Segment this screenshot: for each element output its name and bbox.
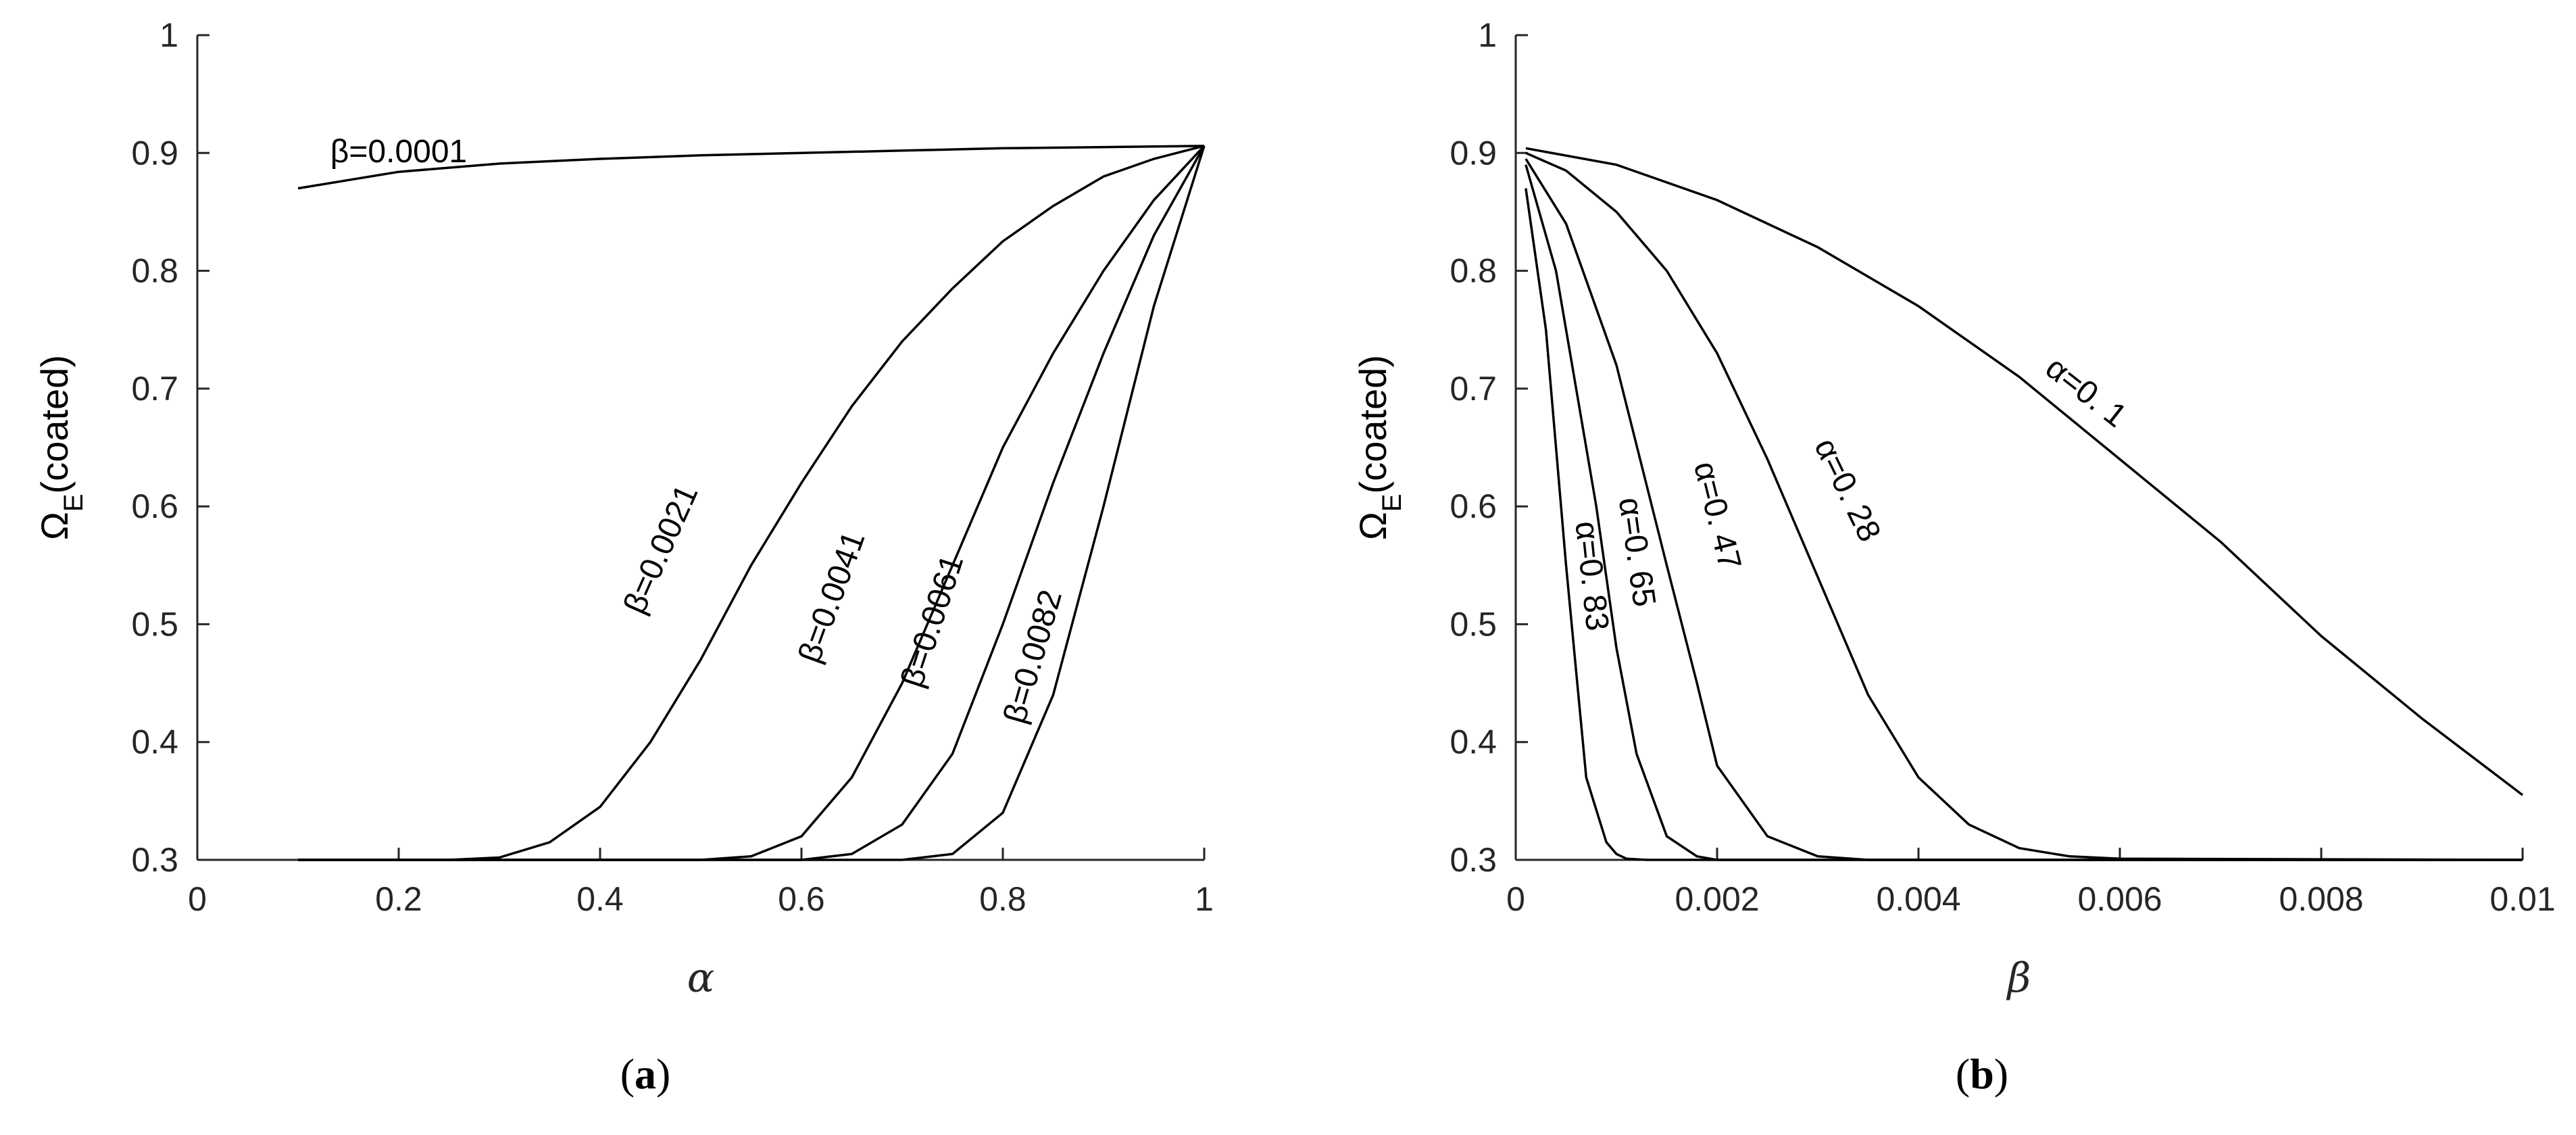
y-tick-label: 1 — [1478, 16, 1497, 54]
y-tick-label: 0.9 — [1450, 134, 1497, 172]
x-tick-label: 0.002 — [1675, 880, 1759, 918]
series-line — [298, 145, 1206, 861]
x-tick-label: 0 — [188, 880, 207, 918]
x-tick-label: 0.2 — [375, 880, 422, 918]
curve-label: β=0.0021 — [617, 479, 705, 619]
y-tick-label: 0.6 — [1450, 487, 1497, 525]
y-tick-label: 0.4 — [131, 723, 178, 761]
series-line — [1525, 188, 2523, 861]
x-tick-label: 0 — [1506, 880, 1525, 918]
series-line — [1525, 147, 2524, 796]
y-tick-label: 0.5 — [131, 605, 178, 643]
panel-label: (b) — [1956, 1050, 2008, 1098]
series-line — [298, 145, 1205, 861]
y-tick-label: 0.6 — [131, 487, 178, 525]
y-tick-label: 0.8 — [131, 252, 178, 290]
x-tick-label: 0.6 — [778, 880, 825, 918]
curve-label: α=0. 28 — [1807, 433, 1887, 547]
series-line — [298, 145, 1206, 861]
x-axis-label: β — [2006, 955, 2031, 1002]
x-tick-label: 0.008 — [2279, 880, 2363, 918]
curve-label: β=0.0061 — [894, 550, 970, 692]
y-axis-label: ΩE(coated) — [33, 355, 89, 540]
x-tick-label: 0.01 — [2490, 880, 2555, 918]
y-tick-label: 1 — [159, 16, 178, 54]
y-tick-label: 0.7 — [1450, 370, 1497, 408]
x-tick-label: 0.006 — [2077, 880, 2162, 918]
x-axis-label: α — [687, 955, 715, 1002]
panel-a: 0 0.2 0.4 0.6 0.8 1 0.3 0.4 0.5 0.6 0.7 0.8 0.9 1 α ΩE(… — [33, 16, 1214, 1098]
series-line — [1525, 158, 2523, 861]
y-tick-label: 0.3 — [1450, 841, 1497, 879]
series-line — [1525, 164, 2523, 861]
y-tick-label: 0.8 — [1450, 252, 1497, 290]
curve-label: α=0. 47 — [1687, 458, 1748, 574]
panel-label: (a) — [620, 1050, 671, 1098]
curve-label: α=0. 1 — [2039, 349, 2133, 434]
x-tick-label: 0.4 — [576, 880, 624, 918]
y-tick-label: 0.5 — [1450, 605, 1497, 643]
y-tick-label: 0.4 — [1450, 723, 1497, 761]
curve-label: β=0.0001 — [330, 134, 467, 170]
series-line — [298, 145, 1206, 861]
x-tick-label: 0.8 — [979, 880, 1026, 918]
y-axis-label: ΩE(coated) — [1352, 355, 1407, 540]
curve-label: α=0. 83 — [1568, 519, 1615, 632]
y-tick-label: 0.7 — [131, 370, 178, 408]
y-tick-label: 0.3 — [131, 841, 178, 879]
series-line — [1525, 151, 2523, 861]
x-tick-label: 1 — [1195, 880, 1214, 918]
curve-label: β=0.0041 — [792, 527, 872, 667]
series-line — [297, 145, 1205, 190]
y-tick-label: 0.9 — [131, 134, 178, 172]
x-tick-label: 0.004 — [1876, 880, 1960, 918]
panel-b: 0 0.002 0.004 0.006 0.008 0.01 0.3 0.4 0.5 0.6 0.7… — [1352, 16, 2556, 1098]
